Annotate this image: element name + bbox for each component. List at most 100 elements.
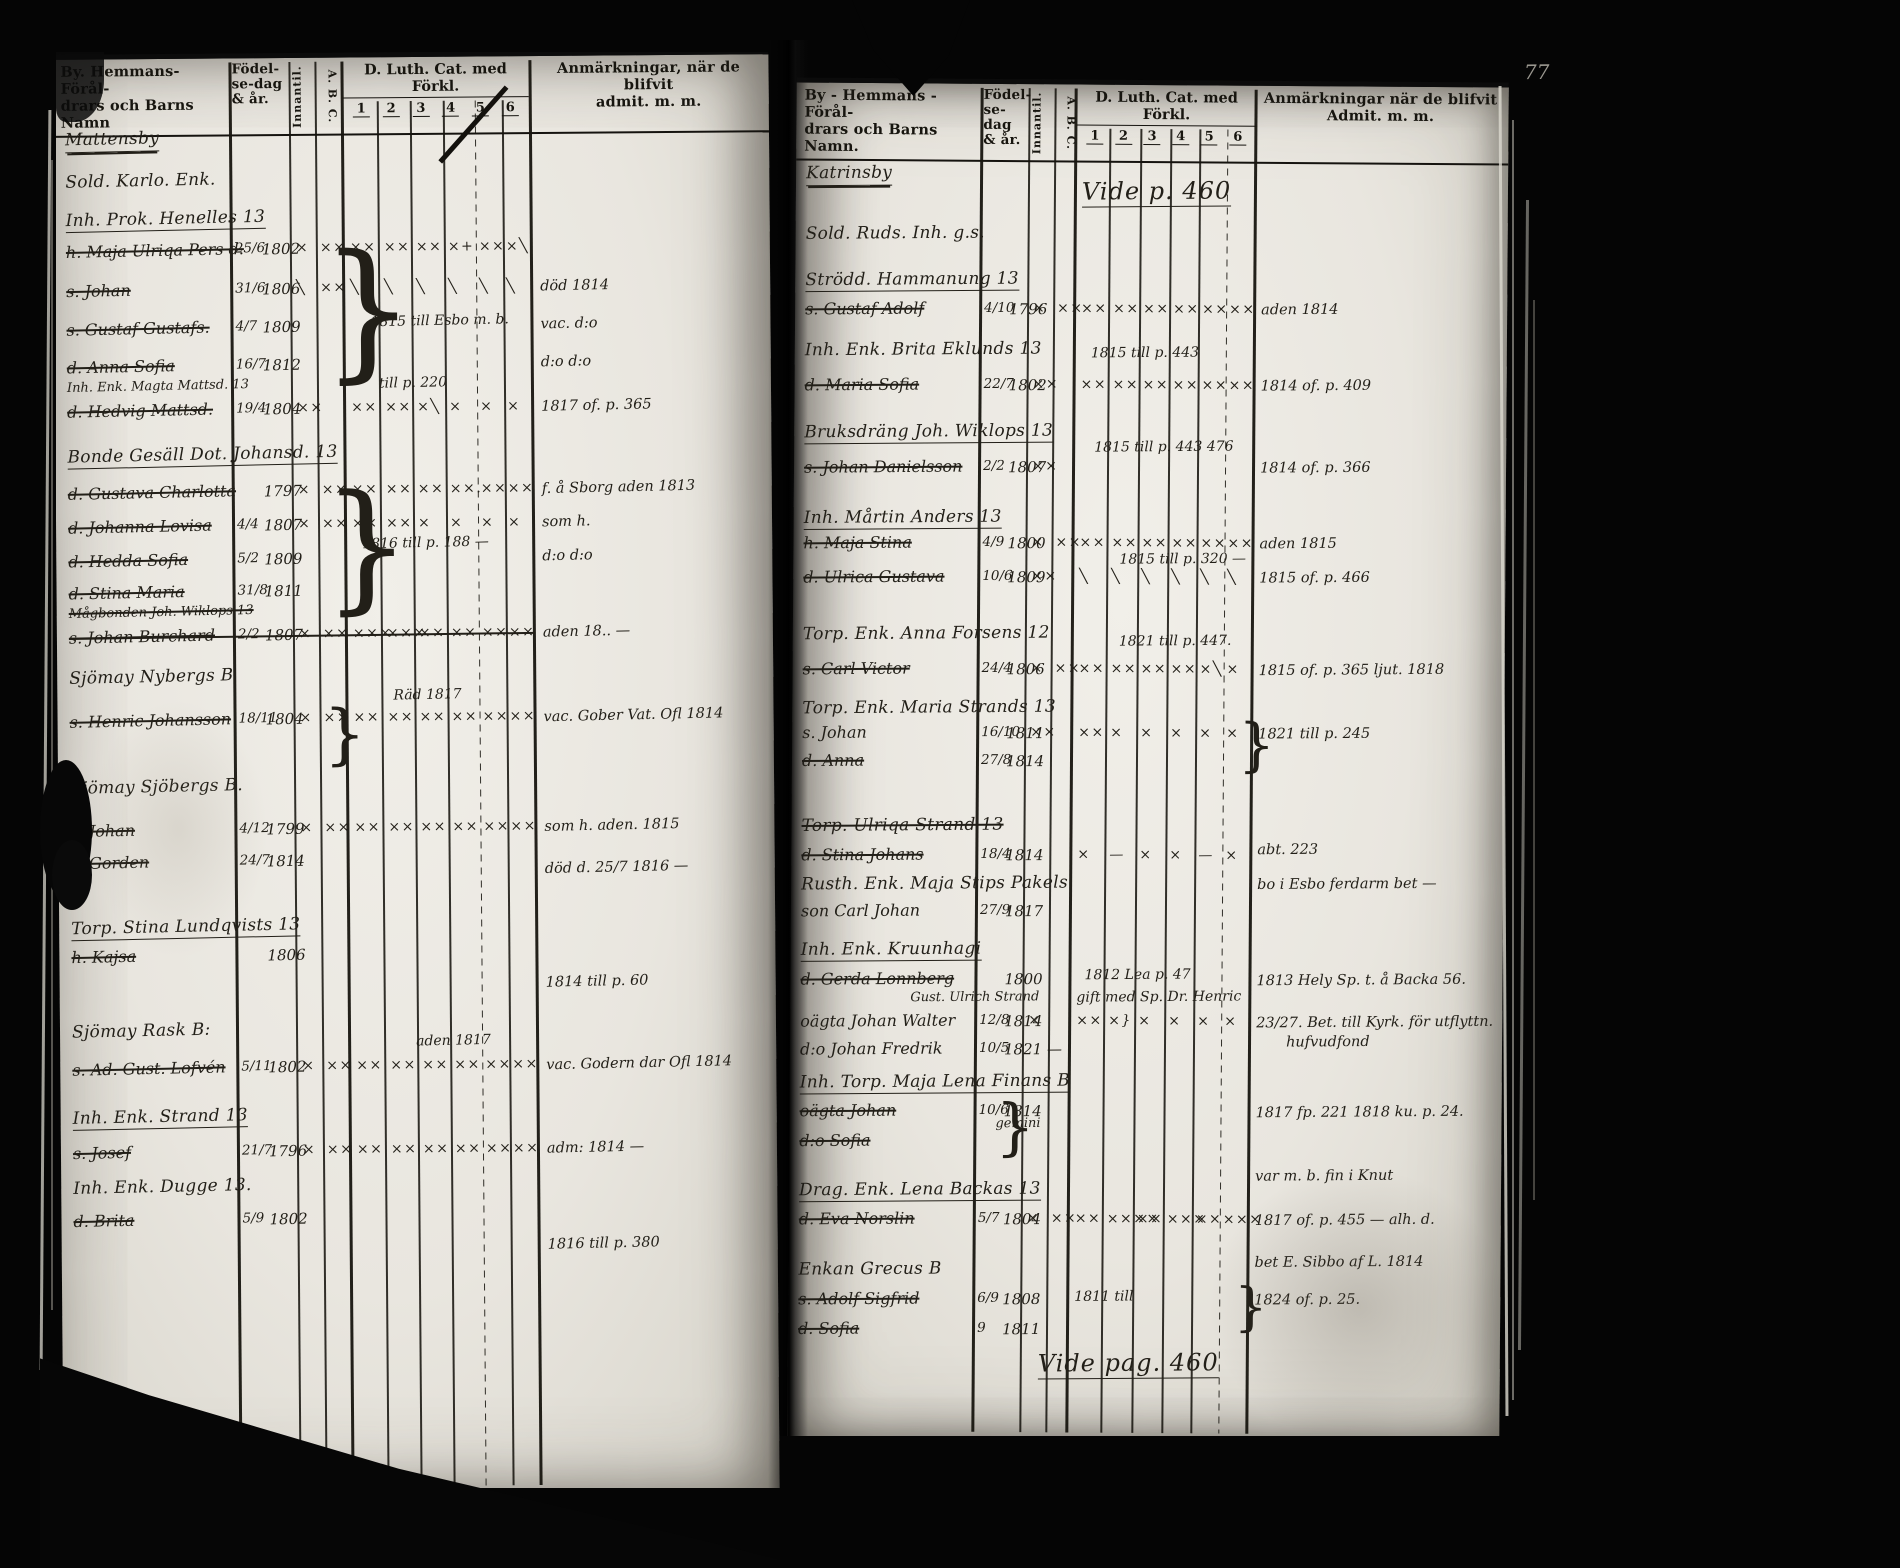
entry-text: 5/2	[237, 550, 260, 567]
entry-text: ××	[1229, 301, 1256, 318]
entry-text: ×	[1030, 660, 1044, 677]
entry-text: ×	[1225, 847, 1239, 864]
register-row: Torp. Enk. Anna Forsens 12 1821 till p. 4…	[793, 623, 1505, 650]
entry-name: d. Hedda Sofia	[68, 549, 189, 572]
col-remarks-header: Anmärkningar, när de blifvit admit. m. m…	[556, 58, 741, 111]
entry-name: Bruksdräng Joh. Wiklops 13	[804, 420, 1054, 445]
register-row: son Carl Johan 27/9 1817	[791, 901, 1503, 921]
entry-text: ×	[480, 514, 495, 531]
entry-name: h. Maja Stina	[803, 532, 912, 553]
entry-name: s. Gustaf Gustafs.	[66, 317, 210, 340]
entry-text: 1821 —	[1003, 1040, 1062, 1059]
entry-text: 1814 till p. 60	[545, 972, 649, 991]
entry-text: 1816 till p. 380	[547, 1234, 660, 1253]
entry-text: ×	[302, 1141, 317, 1158]
entry-text: ××	[1078, 660, 1106, 677]
right-table-header: By - Hemmans - Förål- drars och Barns Na…	[796, 82, 1509, 166]
left-page: By. Hemmans- Förål- drars och Barns Namn…	[52, 49, 780, 1497]
entry-text: som h.	[541, 513, 591, 531]
register-row: Torp. Ulriqa Strand 13	[792, 815, 1504, 836]
entry-name: Sjömay Sjöbergs B.	[69, 775, 244, 799]
entry-name: d:o Johan Fredrik	[799, 1038, 943, 1059]
entry-name: d. Stina Johans	[801, 844, 924, 865]
register-row: Enkan Grecus B bet E. Sibbo af L. 1814	[789, 1254, 1501, 1280]
entry-text: ╲	[506, 278, 517, 295]
entry-text: ××	[1201, 377, 1229, 394]
entry-text: ××	[326, 1057, 353, 1074]
col-abc-header: A. B. C.	[325, 69, 339, 124]
register-row: oägta Johan Walter 12/8 1814 × ×× ×} × × × × 23/27…	[790, 1011, 1502, 1051]
ink-brace: }	[1237, 710, 1276, 779]
register-row: d. Ulrica Gustava 10/6 1809 ×× ╲ ╲ ╲ ╲ ╲ ╲ 1815 ti…	[793, 551, 1505, 587]
entry-text: ×	[1197, 1013, 1211, 1030]
column-rule	[1100, 128, 1112, 1433]
entry-text: ××	[450, 624, 478, 641]
entry-text: 4/7	[235, 318, 258, 335]
entry-text: 1814	[1005, 846, 1044, 865]
entry-text: 9	[976, 1319, 986, 1336]
entry-text: ×	[507, 514, 522, 531]
entry-name: d. Anna Sofia	[66, 356, 176, 378]
entry-name: Torp. Ulriqa Strand 13	[801, 814, 1004, 836]
entry-text: ××	[1142, 376, 1170, 394]
register-row: s. Gustaf Adolf 4/10 1796 × ×× ×× ×× ×× ×× ×× ×× ad…	[795, 299, 1507, 319]
entry-name: d. Hedvig Mattsd.	[66, 399, 214, 422]
column-rule	[528, 60, 543, 1486]
column-rule	[1065, 88, 1078, 1433]
register-row: s. Adolf Sigfrid 6/9 1808 1811 till 1824 of.…	[788, 1288, 1500, 1308]
entry-text: ××	[485, 1140, 513, 1157]
entry-text: 5/7	[977, 1209, 1000, 1226]
entry-text: ×	[448, 398, 463, 415]
entry-name: Gust. Ulrich Strand	[910, 989, 1040, 1006]
register-row: Rusth. Enk. Maja Stips Pakels bo i Esbo f…	[791, 873, 1503, 895]
register-row: Torp. Enk. Maria Strands 13	[792, 697, 1504, 719]
entry-text: ×	[1169, 847, 1183, 864]
entry-text: ××	[1031, 568, 1058, 585]
entry-name: h. Kajsa	[71, 946, 137, 968]
entry-text: som h. aden. 1815	[544, 815, 680, 835]
page-edge-streak	[1512, 120, 1514, 1400]
entry-text: ╲	[296, 279, 307, 296]
entry-name: son Carl Johan	[800, 900, 921, 921]
column-rule	[474, 100, 487, 1486]
entry-text: —	[1109, 846, 1125, 863]
entry-text: Vide p. 460	[1081, 176, 1232, 208]
entry-text: ×	[1170, 725, 1184, 742]
entry-text: ××	[507, 479, 535, 497]
col-birth-header: Födel- se-dag & år.	[983, 86, 1032, 149]
entry-text: ××	[1110, 660, 1138, 677]
entry-text: 6/9	[977, 1289, 1000, 1306]
entry-name: Torp. Stina Lundqvists 13	[70, 914, 301, 942]
column-rule	[1131, 128, 1143, 1433]
entry-text: 1804	[265, 709, 304, 729]
entry-text: ×	[295, 239, 310, 257]
entry-text: gift med Sp. Dr. Henric	[1076, 988, 1242, 1006]
entry-text: 1814 of. p. 366	[1259, 459, 1371, 477]
entry-text: ×	[1031, 534, 1045, 551]
entry-text: ××	[1195, 1211, 1223, 1228]
register-row: Drag. Enk. Lena Backas 13 var m. b. fin i…	[789, 1168, 1501, 1203]
entry-text: död d. 25/7 1816 —	[544, 857, 689, 877]
entry-text: ××	[1228, 377, 1256, 394]
entry-name: Inh. Prok. Henelles 13	[65, 206, 266, 234]
entry-text: ×	[1226, 661, 1240, 678]
entry-text: ××	[1173, 301, 1200, 318]
entry-text: 1812 Lea p. 47	[1084, 966, 1191, 984]
column-rule	[1045, 88, 1057, 1433]
entry-text: ××	[480, 480, 508, 497]
entry-text: 1797	[263, 481, 303, 501]
entry-text: 1817	[1004, 902, 1044, 921]
entry-text: ××	[1172, 377, 1200, 394]
entry-text: ××	[512, 1139, 540, 1157]
entry-text: ××	[418, 624, 446, 642]
entry-text: aden 1814	[1261, 301, 1339, 319]
entry-text: ××	[354, 819, 382, 836]
entry-text: ×╲	[416, 398, 441, 416]
right-page: By - Hemmans - Förål- drars och Barns Na…	[787, 77, 1510, 1448]
entry-text: 1806	[267, 945, 306, 965]
entry-text: aden 1817	[415, 1031, 491, 1050]
entry-text: ××	[1055, 534, 1083, 551]
register-row: d:o Johan Fredrik 10/5 1821 —	[790, 1039, 1502, 1059]
entry-text: ×╲	[1199, 661, 1223, 678]
entry-name: Inh. Mårtin Anders 13	[803, 506, 1002, 530]
